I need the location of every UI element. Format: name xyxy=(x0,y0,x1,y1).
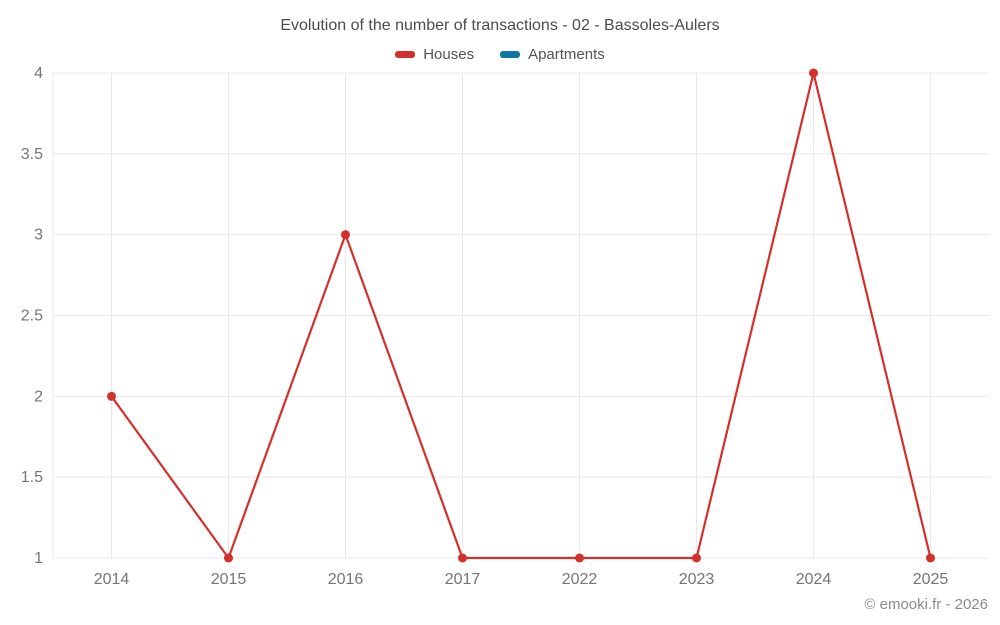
copyright-credit: © emooki.fr - 2026 xyxy=(864,596,988,613)
data-point-marker xyxy=(926,553,935,563)
x-tick-label: 2024 xyxy=(796,571,832,588)
y-tick-label: 1 xyxy=(34,550,43,567)
y-tick-label: 3 xyxy=(34,227,43,244)
legend: Houses Apartments xyxy=(0,46,1000,63)
x-tick-label: 2016 xyxy=(328,571,364,588)
x-tick-label: 2017 xyxy=(445,571,481,588)
y-tick-label: 2.5 xyxy=(21,308,43,325)
data-point-marker xyxy=(458,553,467,563)
legend-item-houses[interactable]: Houses xyxy=(395,46,474,63)
chart-title: Evolution of the number of transactions … xyxy=(280,17,720,34)
legend-label-apartments: Apartments xyxy=(528,46,605,63)
x-tick-label: 2023 xyxy=(679,571,715,588)
x-tick-label: 2025 xyxy=(913,571,949,588)
data-point-marker xyxy=(692,553,701,563)
y-tick-label: 3.5 xyxy=(21,146,43,163)
series-line-houses xyxy=(110,71,932,560)
x-tick-label: 2014 xyxy=(94,571,130,588)
y-tick-label: 2 xyxy=(34,388,43,405)
houses-series-swatch-icon xyxy=(395,51,416,58)
y-tick-label: 1.5 xyxy=(21,469,43,486)
x-tick-label: 2022 xyxy=(562,571,598,588)
legend-label-houses: Houses xyxy=(423,46,475,63)
data-point-marker xyxy=(107,391,116,401)
data-point-marker xyxy=(575,553,584,563)
data-point-marker xyxy=(341,230,350,240)
x-tick-label: 2015 xyxy=(211,571,247,588)
legend-item-apartments[interactable]: Apartments xyxy=(500,46,605,63)
apartments-series-swatch-icon xyxy=(500,51,521,58)
y-tick-label: 4 xyxy=(34,65,43,82)
data-point-marker xyxy=(224,553,233,563)
data-point-marker xyxy=(809,68,818,78)
